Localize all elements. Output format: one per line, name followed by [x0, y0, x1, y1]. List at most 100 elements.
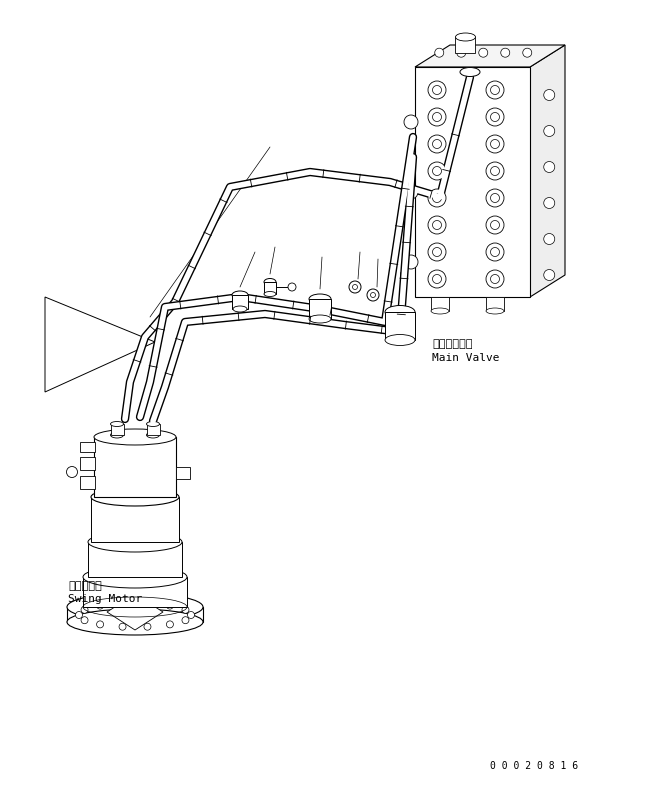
Circle shape [486, 108, 504, 126]
Bar [232, 295, 248, 309]
Bar [176, 467, 190, 479]
Polygon shape [83, 577, 187, 607]
Circle shape [435, 48, 444, 57]
Circle shape [486, 243, 504, 261]
Ellipse shape [460, 68, 480, 76]
Circle shape [501, 48, 510, 57]
Circle shape [97, 602, 104, 609]
Ellipse shape [67, 593, 203, 621]
Circle shape [353, 284, 357, 290]
Circle shape [428, 81, 446, 99]
Bar [264, 282, 276, 294]
Bar [80, 442, 95, 452]
Circle shape [544, 161, 555, 172]
Circle shape [428, 162, 446, 180]
Circle shape [490, 275, 499, 283]
Circle shape [182, 606, 189, 613]
Circle shape [428, 108, 446, 126]
Circle shape [544, 269, 555, 280]
Circle shape [66, 467, 77, 478]
Circle shape [349, 281, 361, 293]
Circle shape [166, 621, 174, 628]
Circle shape [490, 139, 499, 149]
Ellipse shape [83, 566, 187, 588]
Circle shape [522, 48, 531, 57]
Circle shape [144, 623, 151, 630]
Circle shape [433, 247, 441, 257]
Circle shape [182, 617, 189, 624]
Circle shape [544, 234, 555, 245]
Bar [309, 299, 331, 319]
Circle shape [486, 216, 504, 234]
Ellipse shape [486, 308, 504, 314]
Circle shape [370, 293, 375, 297]
Circle shape [404, 115, 418, 129]
Circle shape [544, 90, 555, 101]
Bar [80, 457, 95, 470]
Circle shape [486, 189, 504, 207]
Text: 旋回モータ: 旋回モータ [68, 581, 102, 591]
Ellipse shape [91, 488, 179, 506]
Circle shape [490, 167, 499, 176]
Ellipse shape [110, 432, 123, 438]
Circle shape [457, 48, 466, 57]
Polygon shape [88, 542, 182, 577]
Bar [431, 297, 449, 311]
Bar [80, 476, 95, 489]
Circle shape [166, 602, 174, 609]
Circle shape [490, 113, 499, 121]
Bar [415, 67, 530, 297]
Circle shape [486, 162, 504, 180]
Circle shape [428, 135, 446, 153]
Ellipse shape [232, 291, 248, 299]
Circle shape [404, 255, 418, 269]
Polygon shape [91, 497, 179, 542]
Circle shape [428, 243, 446, 261]
Ellipse shape [233, 306, 247, 312]
Polygon shape [107, 594, 163, 630]
Polygon shape [415, 45, 565, 67]
Circle shape [428, 216, 446, 234]
Polygon shape [45, 297, 155, 392]
Circle shape [490, 220, 499, 230]
Circle shape [75, 611, 83, 619]
Circle shape [544, 125, 555, 136]
Circle shape [433, 167, 441, 176]
Ellipse shape [146, 422, 159, 427]
Circle shape [433, 220, 441, 230]
Ellipse shape [264, 291, 276, 297]
Circle shape [404, 185, 418, 199]
Circle shape [486, 135, 504, 153]
Circle shape [81, 617, 88, 624]
Text: 0 0 0 2 0 8 1 6: 0 0 0 2 0 8 1 6 [490, 761, 578, 771]
Text: メインバルブ: メインバルブ [432, 339, 473, 349]
Ellipse shape [88, 532, 182, 552]
Ellipse shape [94, 429, 176, 445]
Ellipse shape [67, 609, 203, 635]
Bar [146, 424, 159, 435]
Circle shape [433, 275, 441, 283]
Ellipse shape [110, 422, 123, 427]
Ellipse shape [385, 305, 415, 319]
Text: Main Valve: Main Valve [432, 353, 499, 363]
Circle shape [433, 194, 441, 202]
Bar [486, 297, 504, 311]
Circle shape [428, 270, 446, 288]
Ellipse shape [385, 334, 415, 345]
Circle shape [81, 606, 88, 613]
Circle shape [97, 621, 104, 628]
Bar [455, 37, 475, 53]
Circle shape [486, 270, 504, 288]
Circle shape [490, 247, 499, 257]
Ellipse shape [309, 294, 331, 304]
Circle shape [428, 189, 446, 207]
Polygon shape [530, 45, 565, 297]
Circle shape [479, 48, 488, 57]
Circle shape [433, 113, 441, 121]
Circle shape [490, 86, 499, 94]
Circle shape [188, 611, 195, 619]
Polygon shape [67, 607, 203, 622]
Circle shape [544, 198, 555, 209]
Bar [385, 312, 415, 340]
Ellipse shape [264, 279, 276, 286]
